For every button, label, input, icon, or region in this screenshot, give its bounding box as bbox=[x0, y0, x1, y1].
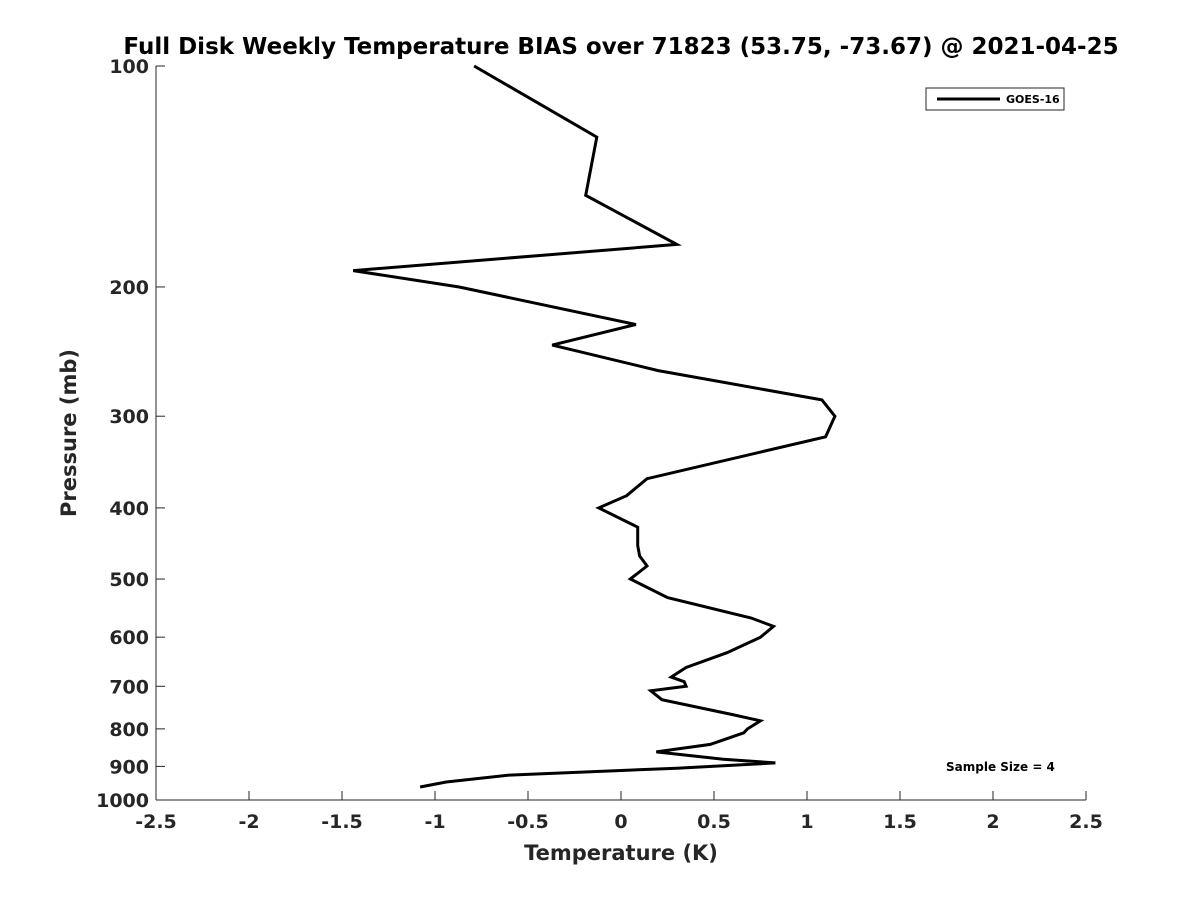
y-tick-label: 1000 bbox=[96, 790, 149, 812]
y-tick-label: 600 bbox=[109, 627, 149, 649]
x-axis-ticks: -2.5 -2 -1.5 -1 -0.5 0 0.5 1 1.5 2 2.5 bbox=[135, 791, 1103, 833]
x-tick-label: -2 bbox=[238, 811, 259, 833]
x-tick-label: -1 bbox=[424, 811, 445, 833]
x-tick-label: 0.5 bbox=[697, 811, 731, 833]
y-axis-ticks: 100 200 300 400 500 600 700 800 900 1000 bbox=[96, 56, 165, 812]
x-tick-label: 1 bbox=[800, 811, 813, 833]
y-tick-label: 200 bbox=[109, 277, 149, 299]
y-tick-label: 300 bbox=[109, 406, 149, 428]
x-tick-label: 0 bbox=[614, 811, 627, 833]
x-axis-label: Temperature (K) bbox=[524, 841, 718, 865]
x-tick-label: -2.5 bbox=[135, 811, 177, 833]
x-tick-label: -1.5 bbox=[321, 811, 363, 833]
series-group bbox=[352, 64, 837, 789]
x-tick-label: 2.5 bbox=[1069, 811, 1103, 833]
y-tick-label: 100 bbox=[109, 56, 149, 78]
y-tick-label: 800 bbox=[109, 719, 149, 741]
x-tick-label: 2 bbox=[986, 811, 999, 833]
chart-title: Full Disk Weekly Temperature BIAS over 7… bbox=[123, 34, 1118, 60]
x-tick-label: 1.5 bbox=[883, 811, 917, 833]
x-tick-label: -0.5 bbox=[507, 811, 549, 833]
y-tick-label: 900 bbox=[109, 756, 149, 778]
sample-size-annotation: Sample Size = 4 bbox=[946, 760, 1055, 774]
y-tick-label: 500 bbox=[109, 569, 149, 591]
series-line-goes-16 bbox=[352, 64, 837, 789]
plot-area bbox=[155, 66, 1086, 801]
y-tick-label: 400 bbox=[109, 498, 149, 520]
y-axis-label: Pressure (mb) bbox=[57, 349, 81, 517]
legend: GOES-16 bbox=[925, 87, 1065, 111]
legend-entry-goes-16: GOES-16 bbox=[1006, 93, 1060, 106]
y-tick-label: 700 bbox=[109, 676, 149, 698]
